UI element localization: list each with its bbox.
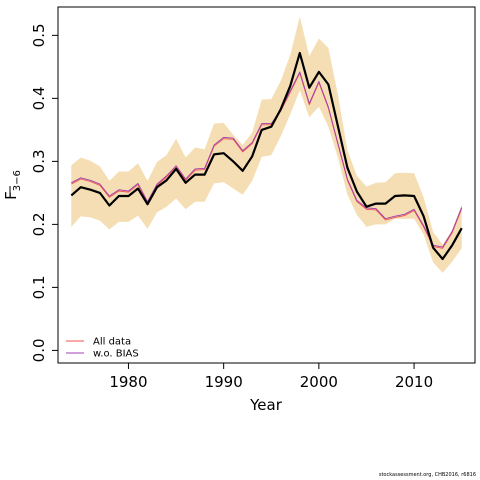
series-line-estimate — [70, 51, 463, 261]
confidence-band-layer — [71, 16, 462, 273]
legend-label: w.o. BIAS — [93, 349, 139, 360]
series-line-all-data — [71, 72, 463, 249]
y-tick-label: 0.4 — [30, 86, 48, 110]
x-axis-title: Year — [249, 396, 283, 414]
series-layer — [70, 51, 463, 261]
y-tick-label: 0.5 — [30, 23, 48, 47]
y-tick-label: 0.1 — [30, 275, 48, 299]
series-line-w-o-bias — [71, 71, 463, 248]
y-axis: 0.0 0.1 0.2 0.3 0.4 0.5 — [30, 23, 58, 362]
x-axis: 1980 1990 2000 2010 — [109, 363, 433, 391]
confidence-band — [71, 16, 462, 273]
plot-frame — [57, 6, 476, 364]
x-tick-label: 1980 — [109, 373, 147, 391]
y-tick-label: 0.0 — [30, 338, 48, 362]
x-tick-label: 1990 — [205, 373, 243, 391]
y-tick-label: 0.2 — [30, 212, 48, 236]
x-tick-label: 2010 — [395, 373, 433, 391]
y-axis-title-subscript: 3−6 — [12, 170, 23, 191]
footer-credit: stockassessment.org, CHB2016, r6816 — [378, 472, 476, 478]
y-tick-label: 0.3 — [30, 149, 48, 173]
y-axis-title: F3−6 — [2, 170, 23, 200]
y-axis-title-base: F — [2, 191, 20, 200]
svg-text:F3−6: F3−6 — [2, 170, 23, 200]
x-tick-label: 2000 — [300, 373, 338, 391]
legend-label: All data — [93, 337, 131, 348]
